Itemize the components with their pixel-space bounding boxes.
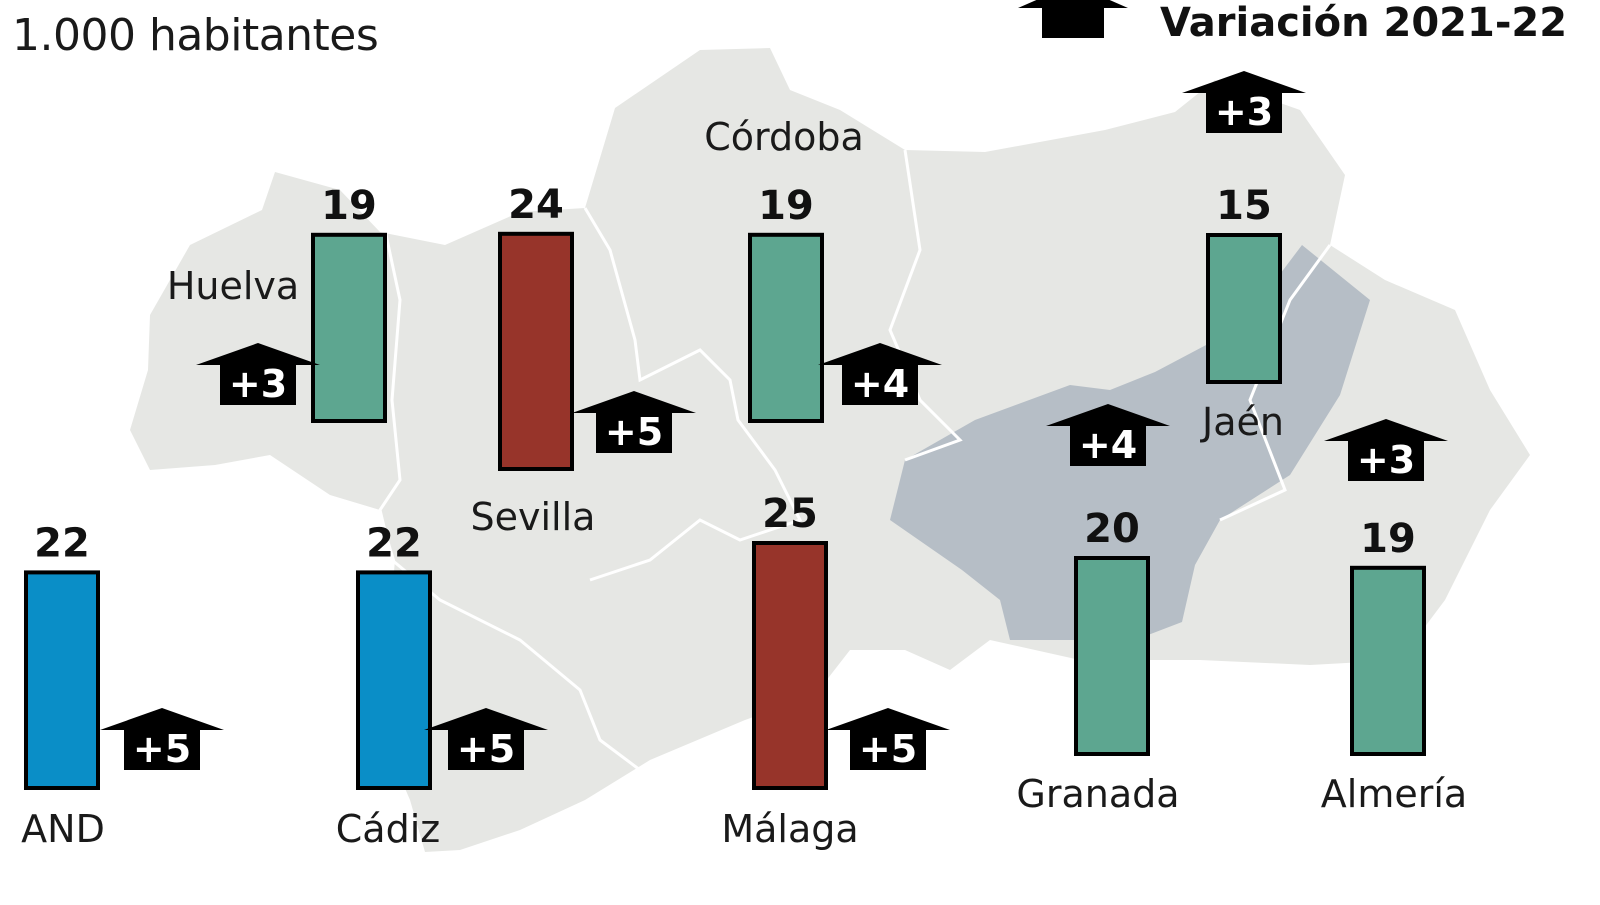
bar <box>748 232 824 423</box>
border-line <box>583 207 803 582</box>
arrow-box <box>220 363 296 405</box>
value-label: 24 <box>508 182 564 228</box>
bar <box>1074 556 1150 756</box>
category-label: Sevilla <box>471 495 596 539</box>
bar <box>752 541 828 790</box>
value-label: 15 <box>1216 183 1272 229</box>
value-label: 19 <box>758 183 814 229</box>
andalusia-map <box>130 48 1530 852</box>
map-shape <box>130 48 1530 852</box>
border-line <box>1219 244 1332 522</box>
variation-label: +4 <box>851 362 909 406</box>
category-label: Cádiz <box>336 807 440 851</box>
category-label: Huelva <box>167 264 299 308</box>
bar <box>311 232 387 423</box>
category-label: Córdoba <box>704 115 864 159</box>
category-label: Jaén <box>1200 400 1284 444</box>
variation-label: +5 <box>133 727 191 771</box>
value-label: 19 <box>1360 516 1416 562</box>
variation-arrow: +5 <box>572 391 696 454</box>
legend-label: Variación 2021-22 <box>1160 0 1568 46</box>
bar <box>356 570 432 791</box>
value-label: 19 <box>321 183 377 229</box>
bar <box>24 570 100 791</box>
up-arrow-icon <box>1046 404 1170 426</box>
category-label: Almería <box>1321 772 1467 816</box>
arrow-box <box>448 728 524 770</box>
arrow-box <box>1348 439 1424 481</box>
variation-arrow: +3 <box>1182 71 1306 134</box>
variation-arrow: +3 <box>196 343 320 406</box>
variation-label: +5 <box>457 727 515 771</box>
up-arrow-icon <box>826 708 950 730</box>
up-arrow-icon <box>818 343 942 365</box>
arrow-box <box>596 411 672 453</box>
category-label: Málaga <box>721 807 858 851</box>
value-label: 22 <box>366 520 422 566</box>
variation-label: +3 <box>1215 90 1273 134</box>
arrow-box <box>850 728 926 770</box>
up-arrow-icon <box>424 708 548 730</box>
value-label: 22 <box>34 520 90 566</box>
variation-label: +4 <box>1079 423 1137 467</box>
variation-label: +5 <box>605 410 663 454</box>
legend: Variación 2021-22 <box>1018 0 1596 50</box>
up-arrow-icon <box>1324 419 1448 441</box>
arrow-box <box>124 728 200 770</box>
border-line <box>378 229 402 561</box>
variation-arrow: +5 <box>100 708 224 771</box>
up-arrow-icon <box>1018 0 1128 38</box>
bar <box>498 231 574 471</box>
category-label: AND <box>21 807 105 851</box>
bar <box>1206 233 1282 384</box>
category-label: Granada <box>1016 772 1179 816</box>
value-label: 20 <box>1084 506 1140 552</box>
variation-arrow: +5 <box>826 708 950 771</box>
variation-label: +5 <box>859 727 917 771</box>
up-arrow-icon <box>1182 71 1306 93</box>
bars-layer: 22AND+519Huelva+324Sevilla+522Cádiz+519C… <box>21 71 1467 851</box>
arrow-box <box>842 363 918 405</box>
variation-arrow: +4 <box>1046 404 1170 467</box>
value-label: 25 <box>762 491 818 537</box>
bar <box>1350 565 1426 756</box>
variation-arrow: +5 <box>424 708 548 771</box>
arrow-box <box>1070 424 1146 466</box>
arrow-box <box>1206 91 1282 133</box>
variation-label: +3 <box>229 362 287 406</box>
up-arrow-icon <box>572 391 696 413</box>
variation-arrow: +4 <box>818 343 942 406</box>
up-arrow-icon <box>100 708 224 730</box>
variation-label: +3 <box>1357 438 1415 482</box>
unit-label: 1.000 habitantes <box>12 10 379 61</box>
up-arrow-icon <box>196 343 320 365</box>
variation-arrow: +3 <box>1324 419 1448 482</box>
